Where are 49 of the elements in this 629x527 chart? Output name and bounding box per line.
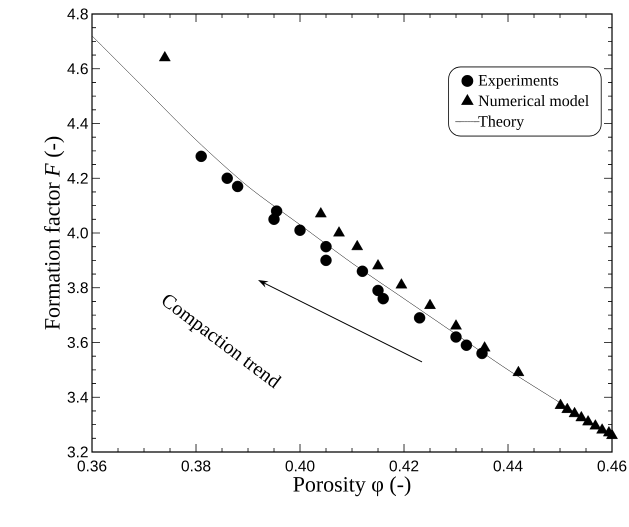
legend-label: Theory <box>478 116 524 130</box>
point <box>314 207 327 218</box>
point <box>356 266 368 278</box>
x-axis-title: Porosity φ (-) <box>293 476 410 496</box>
point <box>568 406 580 418</box>
point <box>606 428 618 440</box>
y-tick-label: 4.4 <box>67 118 88 129</box>
x-tick-label: 0.40 <box>286 460 314 472</box>
point <box>396 278 408 288</box>
point <box>424 298 436 309</box>
point <box>450 331 462 343</box>
y-tick-label: 4.8 <box>67 8 88 20</box>
point <box>232 180 244 192</box>
legend-label: Numerical model <box>478 94 589 106</box>
point <box>196 150 207 162</box>
point <box>512 366 524 376</box>
x-tick-label: 0.46 <box>598 460 626 472</box>
point <box>414 312 426 324</box>
x-tick-label: 0.42 <box>390 460 418 472</box>
point <box>554 398 566 409</box>
point <box>590 419 602 430</box>
point <box>222 172 233 184</box>
point <box>576 411 588 422</box>
point <box>294 224 306 236</box>
y-tick-label: 4.6 <box>67 63 88 74</box>
point <box>378 292 389 304</box>
point <box>561 402 574 414</box>
point <box>582 415 594 426</box>
y-tick-label: 4.0 <box>67 228 88 238</box>
y-axis-title: Formation factor F (-) <box>44 136 64 330</box>
point <box>333 226 345 236</box>
y-tick-label: 3.8 <box>68 282 88 294</box>
x-tick-label: 0.44 <box>494 460 523 472</box>
point <box>596 423 608 434</box>
point <box>320 240 332 252</box>
y-tick-label: 3.6 <box>68 337 88 348</box>
y-tick-label: 3.4 <box>68 392 88 403</box>
point <box>460 340 472 351</box>
x-tick-label: 0.36 <box>78 460 106 472</box>
y-tick-label: 3.2 <box>68 446 88 458</box>
point <box>351 240 364 250</box>
legend-label: Experiments <box>478 74 558 89</box>
point <box>450 319 462 330</box>
point <box>320 254 332 266</box>
point <box>270 205 282 217</box>
point <box>372 259 384 270</box>
point <box>372 284 384 296</box>
y-tick-label: 4.2 <box>67 172 88 184</box>
x-tick-label: 0.38 <box>182 460 210 472</box>
